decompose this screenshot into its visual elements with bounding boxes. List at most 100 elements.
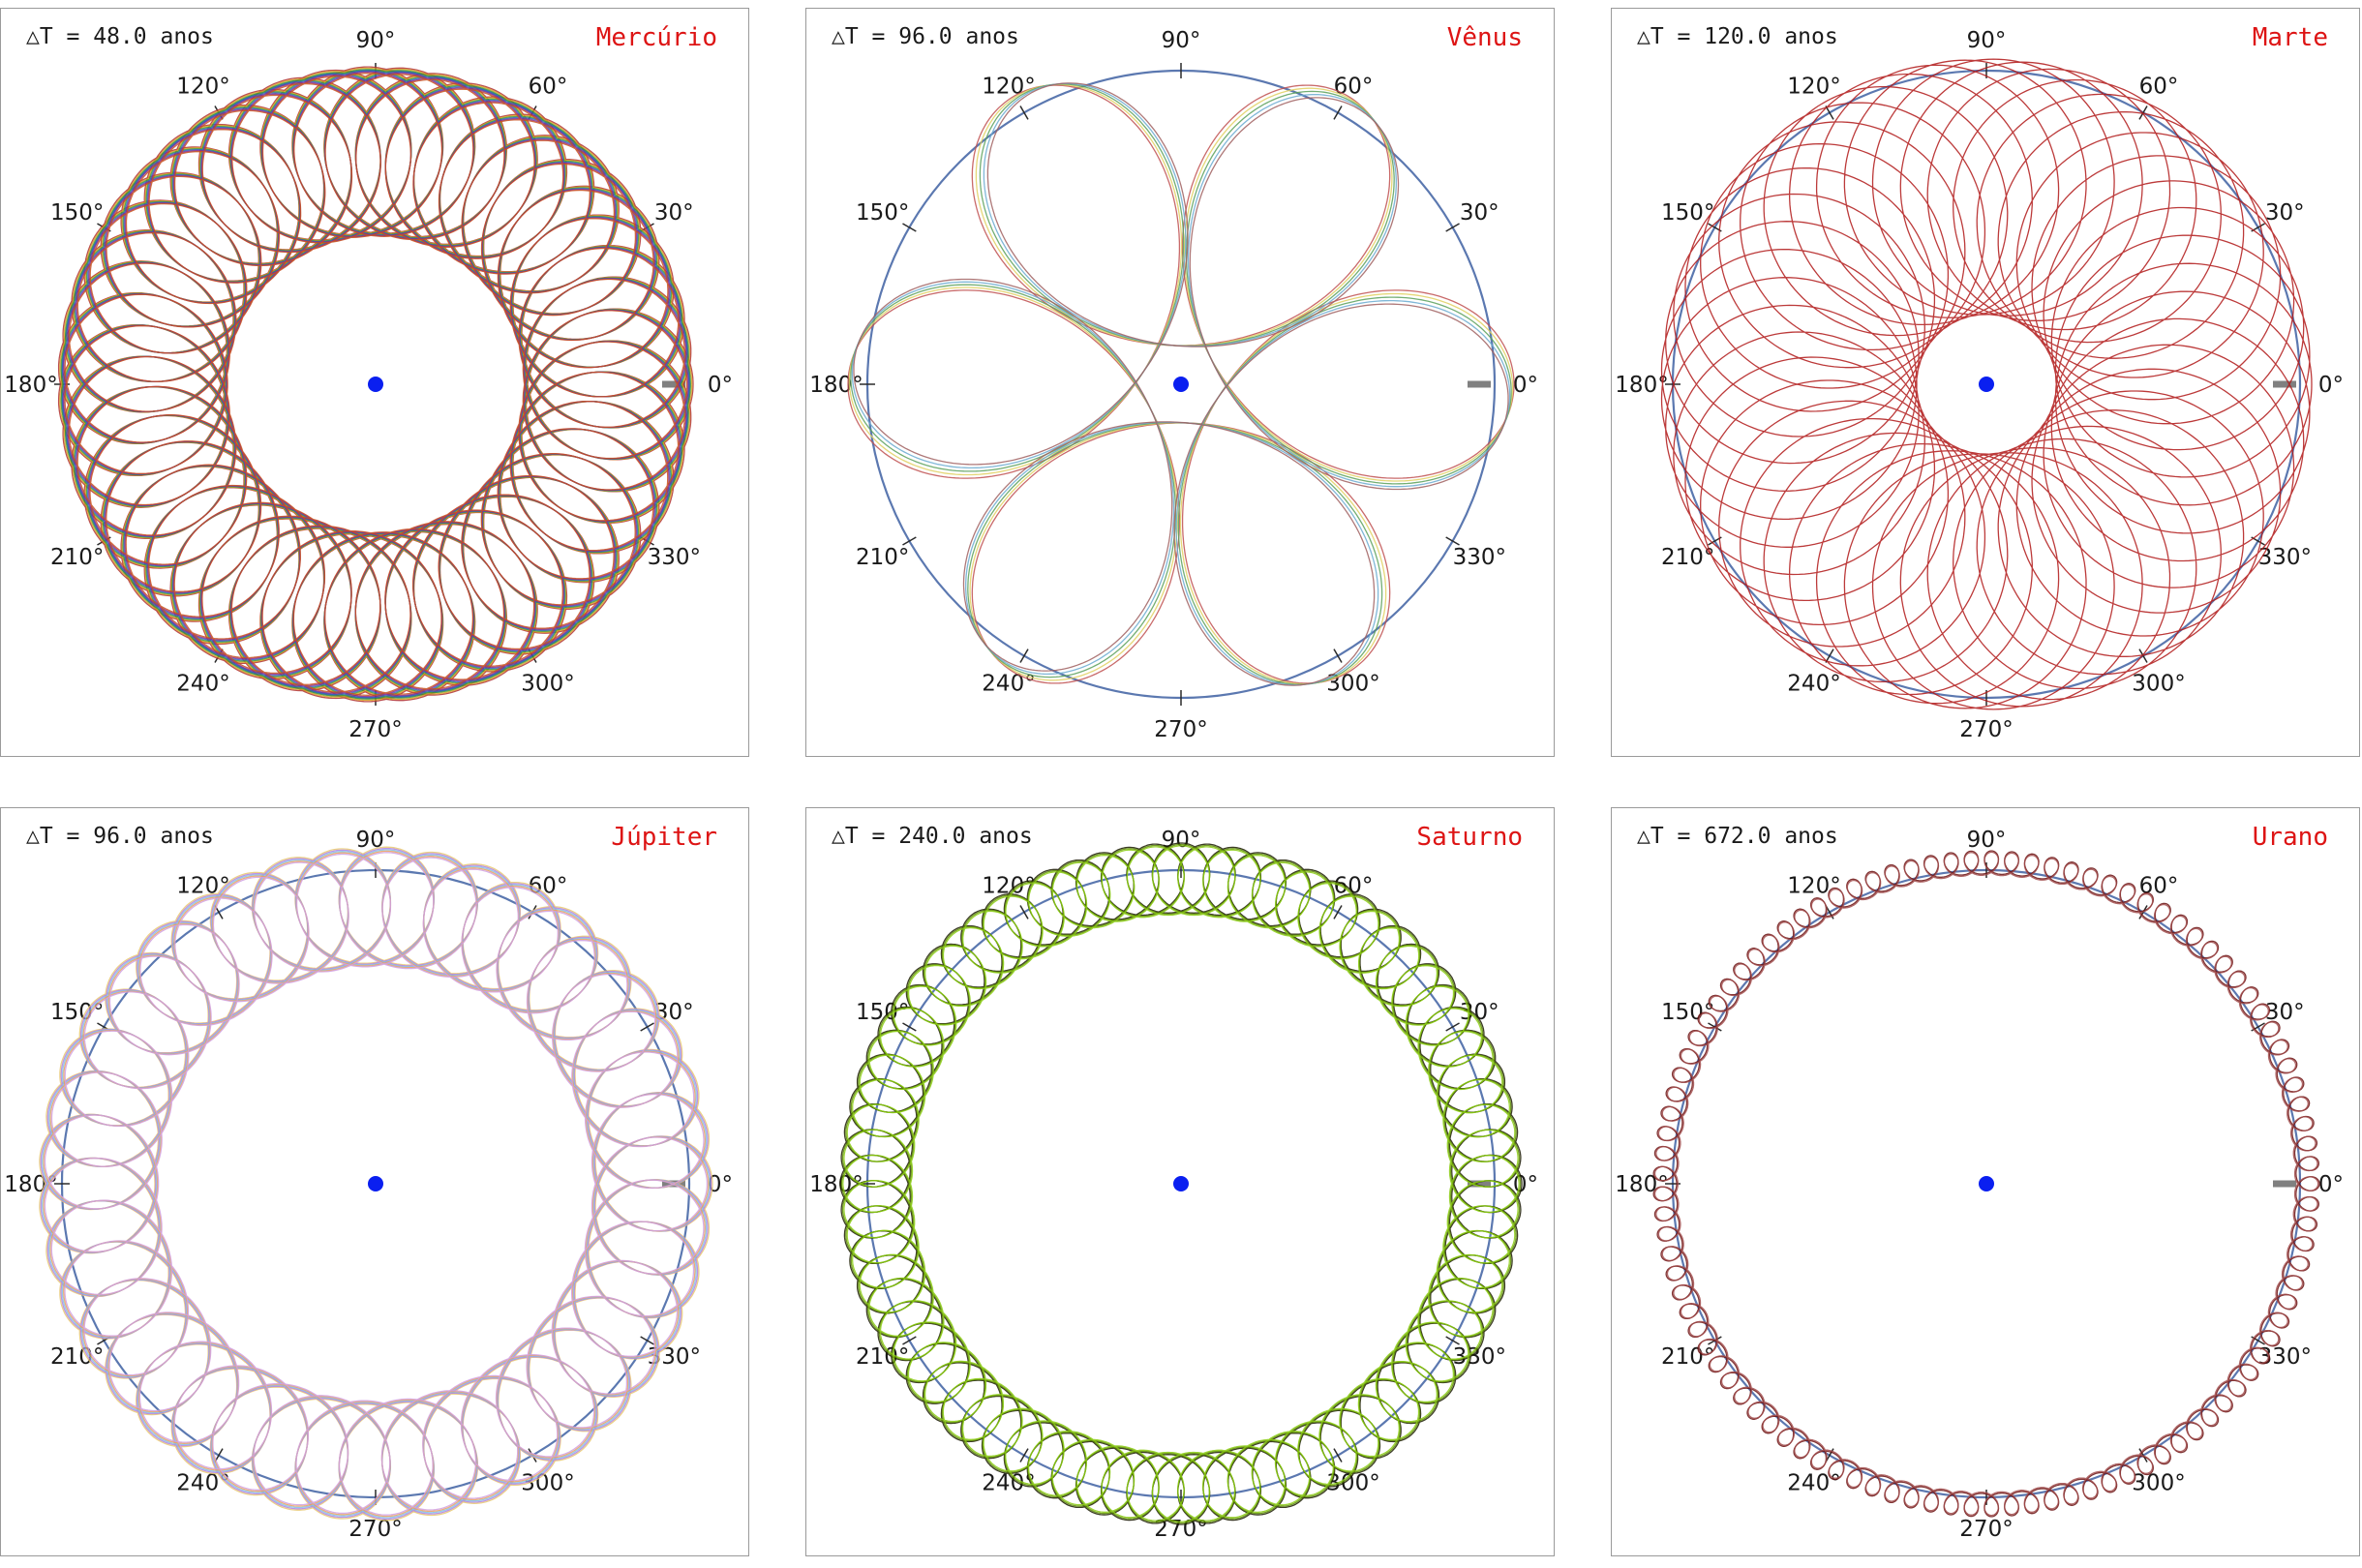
orbit-curve [853, 82, 1509, 686]
polar-plot: 0°30°60°90°120°150°180°210°240°270°300°3… [4, 823, 733, 1542]
angle-label: 180° [809, 1172, 863, 1197]
delta-t-label: △T = 96.0 anos [832, 24, 1019, 49]
planet-name: Júpiter [611, 823, 717, 852]
polar-plot: 0°30°60°90°120°150°180°210°240°270°300°3… [4, 23, 733, 742]
angle-tick [902, 223, 917, 232]
angle-label: 180° [1615, 373, 1668, 398]
planet-name: Vênus [1447, 23, 1523, 52]
angle-tick [1333, 905, 1343, 920]
polar-panel-marte: 0° 30° 60° 90° 120° 150° 180° 210° 240° 270° 300° 3… [1611, 8, 2360, 757]
angle-label: 30° [2265, 200, 2305, 226]
angle-tick [640, 1022, 654, 1032]
angle-label: 90° [356, 28, 396, 53]
angle-label: 0° [708, 373, 733, 398]
angle-label: 30° [2265, 1000, 2305, 1025]
orbit-curves [39, 846, 713, 1522]
angle-label: 120° [1787, 75, 1840, 100]
angle-tick [902, 536, 917, 546]
angle-label: 300° [2132, 1470, 2185, 1495]
angle-label: 90° [1967, 828, 2007, 853]
orbit-curve [850, 83, 1512, 685]
angle-label: 210° [50, 545, 104, 570]
orbit-curve [64, 73, 688, 696]
planet-name: Saturno [1416, 823, 1523, 852]
angle-label: 30° [654, 200, 694, 226]
angle-tick [1445, 1336, 1460, 1345]
delta-t-label: △T = 48.0 anos [26, 24, 214, 49]
angle-label: 330° [1453, 545, 1506, 570]
angle-label: 90° [1162, 28, 1201, 53]
angle-label: 0° [1513, 373, 1538, 398]
angle-label: 90° [1967, 28, 2007, 53]
angle-label: 180° [1615, 1172, 1668, 1197]
angle-label: 240° [1787, 671, 1840, 696]
angle-label: 240° [982, 671, 1035, 696]
orbit-curve [847, 84, 1515, 684]
angle-tick [1445, 1022, 1460, 1032]
angle-tick [1333, 106, 1343, 120]
angle-label: 270° [348, 717, 402, 742]
central-body-dot [1979, 1176, 1994, 1191]
angle-label: 240° [1787, 1470, 1840, 1495]
central-body-dot [1979, 377, 1994, 392]
angle-label: 0° [2318, 373, 2344, 398]
orbit-curves [1660, 58, 2313, 710]
orbit-curve [1660, 58, 2313, 710]
angle-label: 210° [856, 545, 909, 570]
polar-plot: 0°30°60°90°120°150°180°210°240°270°300°3… [809, 823, 1538, 1542]
orbit-curve [44, 852, 709, 1516]
orbit-curve [1653, 851, 2319, 1517]
angle-label: 60° [2139, 874, 2179, 899]
delta-t-label: △T = 120.0 anos [1637, 24, 1838, 49]
angle-label: 150° [1661, 200, 1714, 226]
angle-label: 0° [2318, 1172, 2344, 1197]
orbit-curves [57, 66, 694, 703]
angle-tick [1019, 1448, 1029, 1462]
angle-tick [1019, 106, 1029, 120]
angle-tick [1445, 223, 1460, 232]
delta-t-label: △T = 96.0 anos [26, 824, 214, 849]
orbit-curve [842, 845, 1520, 1523]
angle-tick [640, 1336, 654, 1345]
orbit-curve [61, 70, 690, 699]
polar-panel-júpiter: 0° 30° 60° 90° 120° 150° 180° 210° 240° 270° 300° 3… [0, 807, 749, 1556]
angle-label: 150° [856, 1000, 909, 1025]
angle-label: 120° [1787, 874, 1840, 899]
central-body-dot [1173, 377, 1189, 392]
angle-tick [1019, 648, 1029, 663]
polar-plot: 0°30°60°90°120°150°180°210°240°270°300°3… [1615, 23, 2344, 742]
planet-name: Marte [2253, 23, 2328, 52]
polar-panel-mercúrio: 0° 30° 60° 90° 120° 150° 180° 210° 240° 270° 300° 3… [0, 8, 749, 757]
central-body-dot [368, 377, 383, 392]
angle-tick [1825, 648, 1834, 663]
angle-tick [902, 1022, 917, 1032]
angle-label: 330° [648, 545, 701, 570]
central-body-dot [1173, 1176, 1189, 1191]
polar-panel-vênus: 0° 30° 60° 90° 120° 150° 180° 210° 240° 270° 300° 3… [805, 8, 1555, 757]
angle-label: 180° [4, 373, 57, 398]
angle-tick [2138, 106, 2148, 120]
polar-plot: 0°30°60°90°120°150°180°210°240°270°300°3… [1615, 823, 2344, 1542]
angle-label: 210° [1661, 545, 1714, 570]
angle-tick [902, 1336, 917, 1345]
angle-label: 270° [348, 1517, 402, 1542]
delta-t-label: △T = 672.0 anos [1637, 824, 1838, 849]
angle-tick [1019, 905, 1029, 920]
orbit-curve [848, 83, 1514, 685]
angle-label: 150° [50, 200, 104, 226]
angle-label: 270° [1959, 1517, 2013, 1542]
planet-name: Urano [2253, 823, 2328, 852]
angle-label: 60° [529, 75, 568, 100]
delta-t-label: △T = 240.0 anos [832, 824, 1033, 849]
angle-label: 300° [521, 671, 574, 696]
angle-tick [1825, 106, 1834, 120]
angle-label: 210° [1661, 1344, 1714, 1370]
orbit-curves [847, 82, 1515, 686]
orbit-curves [1652, 850, 2320, 1518]
angle-label: 30° [1460, 200, 1499, 226]
angle-label: 330° [2258, 1344, 2312, 1370]
polar-plot: 0°30°60°90°120°150°180°210°240°270°300°3… [809, 23, 1538, 742]
angle-tick [1333, 1448, 1343, 1462]
angle-label: 270° [1154, 717, 1207, 742]
angle-label: 150° [856, 200, 909, 226]
